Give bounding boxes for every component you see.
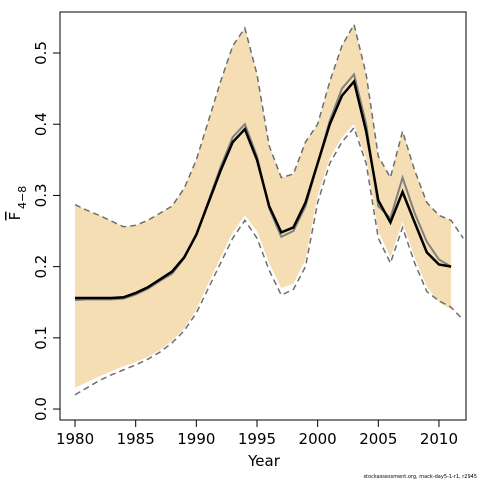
estimate-line: [75, 78, 452, 300]
y-tick-label: 0.0: [32, 397, 50, 421]
x-tick-label: 1990: [177, 430, 215, 448]
y-axis-label: F 4−8: [6, 186, 29, 221]
x-axis-label: Year: [247, 452, 281, 470]
y-tick-label: 0.3: [32, 183, 50, 207]
interval-line: [74, 22, 464, 239]
footnote: stockassessment.org, mack-day5-1-r1, r29…: [363, 474, 477, 480]
plot-frame: [59, 11, 467, 421]
y-tick-label: 0.5: [32, 41, 50, 65]
y-tick-label: 0.4: [32, 112, 50, 136]
interval-line: [74, 126, 464, 396]
y-axis-label-sub: 4−8: [16, 186, 29, 209]
y-tick-label: 0.1: [32, 326, 50, 350]
x-tick-label: 1985: [117, 430, 155, 448]
x-tick-label: 1995: [238, 430, 276, 448]
x-tick-label: 2010: [420, 430, 458, 448]
x-tick-label: 2000: [299, 430, 337, 448]
confidence-band: [75, 24, 452, 388]
x-tick-label: 1980: [56, 430, 94, 448]
y-tick-label: 0.2: [32, 255, 50, 279]
y-axis-label-main: F: [6, 212, 24, 221]
x-tick-label: 2005: [359, 430, 397, 448]
plot: [74, 22, 464, 396]
